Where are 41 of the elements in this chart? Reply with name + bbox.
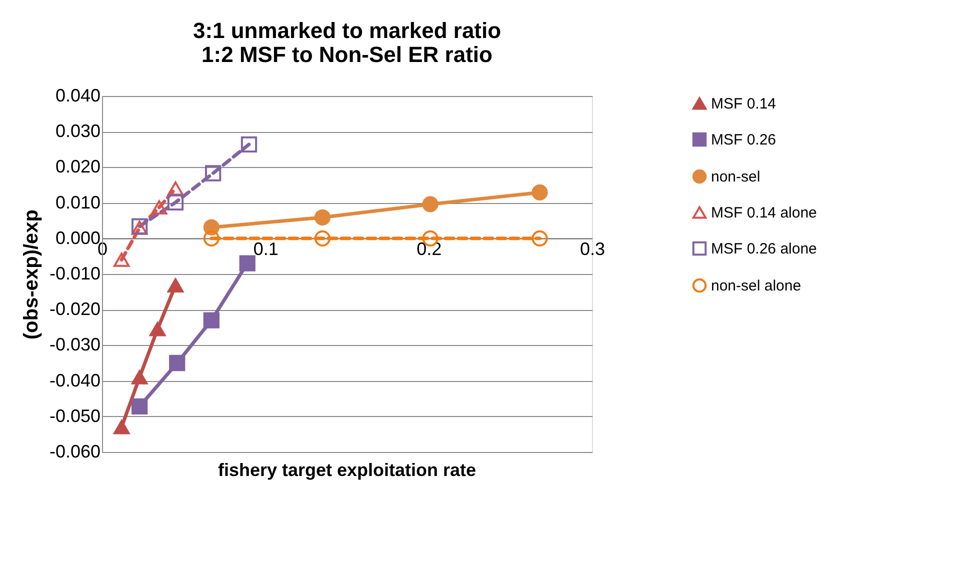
- legend-label: MSF 0.26: [711, 132, 776, 148]
- point: [151, 200, 168, 215]
- point: [314, 230, 331, 246]
- y-tick-label: 0.040: [55, 86, 100, 106]
- point: [203, 312, 220, 328]
- y-tick-label: -0.030: [49, 334, 100, 355]
- y-tick-label: -0.040: [49, 370, 100, 390]
- legend-label: MSF 0.26 alone: [711, 240, 817, 258]
- point: [167, 278, 184, 293]
- point: [314, 209, 331, 226]
- point: [532, 230, 548, 246]
- legend-label: MSF 0.14: [711, 96, 776, 112]
- legend-label: non-sel alone: [711, 278, 802, 294]
- chart-title: 3:1 unmarked to marked ratio 1:2 MSF to Non-Sel ER ratio: [192, 18, 502, 67]
- point: [167, 194, 184, 211]
- y-tick-label: -0.020: [49, 299, 100, 320]
- point: [167, 181, 184, 196]
- x-tick-label: 0.1: [253, 238, 278, 259]
- y-tick-label: -0.050: [49, 406, 100, 426]
- y-tick-label: -0.010: [49, 264, 100, 284]
- y-tick-label: 0.010: [55, 192, 100, 212]
- legend-label: MSF 0.14 alone: [711, 204, 817, 222]
- point: [240, 136, 258, 152]
- y-tick-label: -0.060: [49, 442, 100, 462]
- point: [422, 196, 438, 212]
- legend-label: non-sel: [711, 168, 760, 186]
- point: [114, 420, 130, 434]
- point: [131, 398, 148, 415]
- point: [114, 252, 130, 267]
- point: [532, 184, 548, 201]
- x-axis-title: fishery target exploitation rate: [218, 460, 476, 480]
- point: [169, 354, 186, 372]
- y-axis-title: (obs-exp)/exp: [20, 209, 42, 340]
- y-tick-label: 0.020: [55, 156, 100, 177]
- point: [149, 322, 166, 336]
- y-tick-label: 0.030: [55, 121, 100, 142]
- point: [204, 165, 222, 182]
- x-tick-label: 0.3: [580, 238, 606, 259]
- point: [203, 230, 220, 246]
- point: [239, 255, 256, 272]
- point: [131, 370, 148, 384]
